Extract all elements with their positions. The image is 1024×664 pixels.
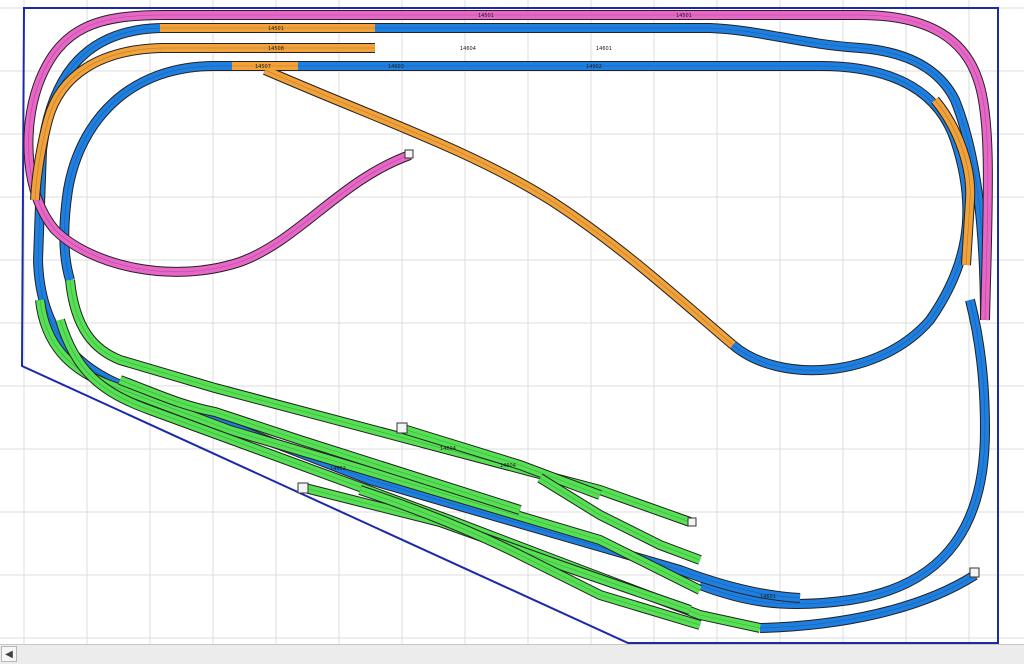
- board-outline: [20, 7, 999, 644]
- blue-bottom-spur[interactable]: [759, 571, 978, 632]
- track-centre-line: [399, 427, 601, 496]
- track-label: 14604: [500, 463, 516, 469]
- track-label: 14501: [478, 13, 494, 19]
- track-centre-line: [759, 574, 976, 629]
- track-centre-line: [64, 65, 216, 281]
- track-label: 14603: [388, 64, 404, 70]
- scroll-left-button[interactable]: ◀: [1, 646, 17, 662]
- track-label: 14501: [676, 13, 692, 19]
- track-centre-line: [28, 14, 989, 321]
- track-centre-line: [69, 279, 691, 523]
- green-yard-track-1[interactable]: [398, 424, 602, 499]
- track-label: 14602: [330, 466, 346, 472]
- track-centre-line: [119, 379, 521, 511]
- bumper-markers: [297, 149, 980, 578]
- track-label: 14601: [760, 594, 776, 600]
- blue-right-side[interactable]: [698, 299, 990, 608]
- track-centre-line: [39, 299, 701, 591]
- green-crossover[interactable]: [537, 474, 702, 564]
- orange-diagonal[interactable]: [232, 62, 736, 349]
- green-yard-lead[interactable]: [66, 279, 692, 526]
- orange-right-curve[interactable]: [931, 97, 975, 266]
- track-centre-line: [934, 99, 971, 266]
- green-ladder-2[interactable]: [56, 318, 761, 632]
- track-label: 14508: [268, 46, 284, 52]
- horizontal-scrollbar[interactable]: ◀: [0, 644, 1024, 664]
- track-centre-line: [359, 489, 701, 626]
- bumper-end-stop: [687, 517, 697, 527]
- pink-outer-loop[interactable]: [24, 11, 992, 321]
- track-centre-line: [539, 477, 701, 561]
- blue-inner-loop-left[interactable]: [60, 62, 216, 282]
- green-lower-spur[interactable]: [358, 486, 702, 629]
- orange-left-curve[interactable]: [31, 44, 161, 201]
- bumper-end-stop: [297, 482, 309, 494]
- track-label: 14604: [460, 46, 476, 52]
- track-centre-line: [699, 299, 986, 605]
- track-outline: [232, 61, 737, 349]
- blue-upper-line[interactable]: [160, 24, 989, 321]
- bumper-end-stop: [404, 149, 414, 159]
- track-centre-line: [232, 65, 734, 346]
- track-labels: 14501 14501 14501 14508 14604 14601 1460…: [255, 13, 776, 600]
- green-track-group[interactable]: [35, 279, 762, 633]
- track-label: 14902: [586, 64, 602, 70]
- track-centre-line: [34, 47, 161, 201]
- track-plan-canvas[interactable]: 14501 14501 14501 14508 14604 14601 1460…: [0, 0, 1024, 648]
- track-label: 14601: [596, 46, 612, 52]
- left-arrow-icon: ◀: [5, 648, 13, 660]
- orange-track-group[interactable]: [30, 23, 976, 349]
- track-label: 14501: [268, 26, 284, 32]
- bumper-end-stop: [396, 422, 408, 434]
- bumper-end-stop: [969, 567, 980, 578]
- track-centre-line: [59, 319, 761, 629]
- track-centre-line: [160, 27, 986, 321]
- pink-track-group[interactable]: [23, 10, 993, 321]
- track-label: 14507: [255, 64, 271, 70]
- green-yard-track-3[interactable]: [118, 376, 522, 514]
- track-label: 14604: [440, 446, 456, 452]
- green-ladder-1[interactable]: [36, 299, 702, 594]
